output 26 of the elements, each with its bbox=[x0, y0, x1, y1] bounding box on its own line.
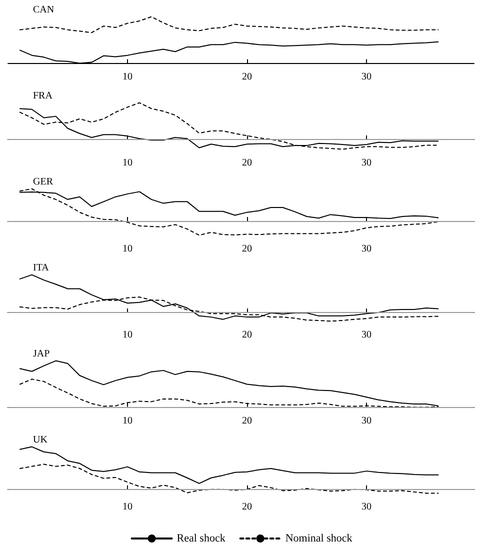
x-tick-label: 10 bbox=[122, 158, 132, 168]
x-tick-label: 10 bbox=[122, 502, 132, 512]
x-tick-label: 20 bbox=[242, 416, 252, 426]
x-tick-label: 30 bbox=[361, 502, 372, 512]
chart-title: JAP bbox=[33, 348, 50, 360]
x-tick-label: 30 bbox=[361, 244, 372, 254]
x-tick-label: 30 bbox=[361, 330, 372, 340]
x-tick-label: 20 bbox=[242, 244, 252, 254]
chart-title: CAN bbox=[33, 4, 54, 16]
chart-title: ITA bbox=[33, 262, 50, 274]
x-tick-label: 20 bbox=[242, 502, 252, 512]
x-tick-label: 20 bbox=[242, 330, 252, 340]
x-tick-label: 10 bbox=[122, 244, 132, 254]
x-tick-label: 30 bbox=[361, 416, 372, 426]
legend-label: Nominal shock bbox=[285, 532, 353, 544]
x-tick-label: 10 bbox=[122, 72, 132, 82]
x-tick-label: 30 bbox=[361, 72, 372, 82]
x-tick-label: 10 bbox=[122, 416, 132, 426]
legend-label: Real shock bbox=[176, 532, 226, 544]
chart-title: GER bbox=[33, 176, 54, 188]
chart-title: UK bbox=[33, 434, 48, 446]
x-tick-label: 20 bbox=[242, 158, 252, 168]
x-tick-label: 30 bbox=[361, 158, 372, 168]
x-tick-label: 10 bbox=[122, 330, 132, 340]
chart-title: FRA bbox=[33, 90, 54, 102]
x-tick-label: 20 bbox=[242, 72, 252, 82]
